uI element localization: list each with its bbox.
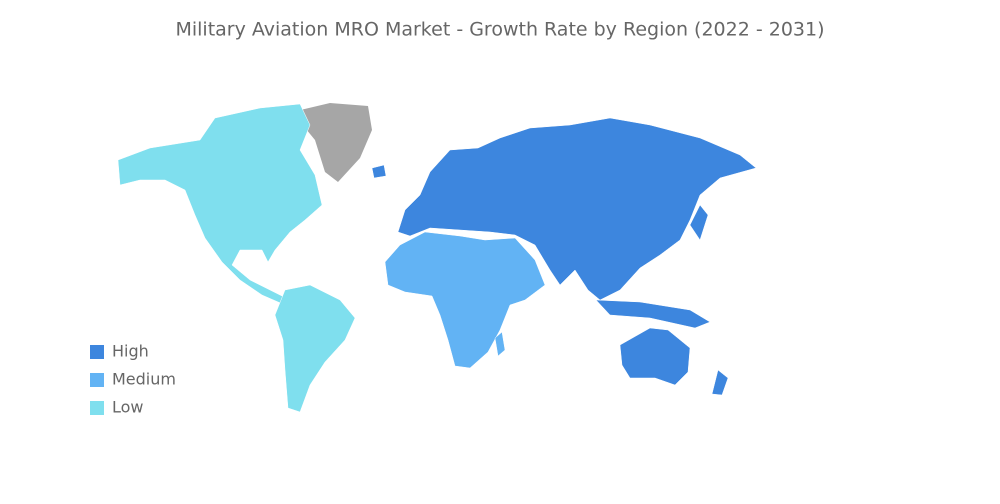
region (274, 284, 356, 413)
map (117, 103, 757, 413)
legend-swatch (90, 373, 104, 387)
legend-label: Low (112, 398, 144, 417)
legend-swatch (90, 401, 104, 415)
region-no-data (292, 103, 372, 182)
region (595, 299, 711, 329)
legend-label: High (112, 342, 149, 361)
region (494, 331, 506, 357)
legend: High Medium Low (90, 342, 176, 417)
legend-label: Medium (112, 370, 176, 389)
region (371, 164, 387, 179)
chart-title: Military Aviation MRO Market - Growth Ra… (175, 19, 824, 41)
region (689, 204, 709, 241)
region (117, 103, 323, 306)
region (619, 327, 691, 386)
legend-swatch (90, 345, 104, 359)
region (711, 369, 729, 396)
region (384, 231, 546, 369)
region (397, 117, 757, 301)
